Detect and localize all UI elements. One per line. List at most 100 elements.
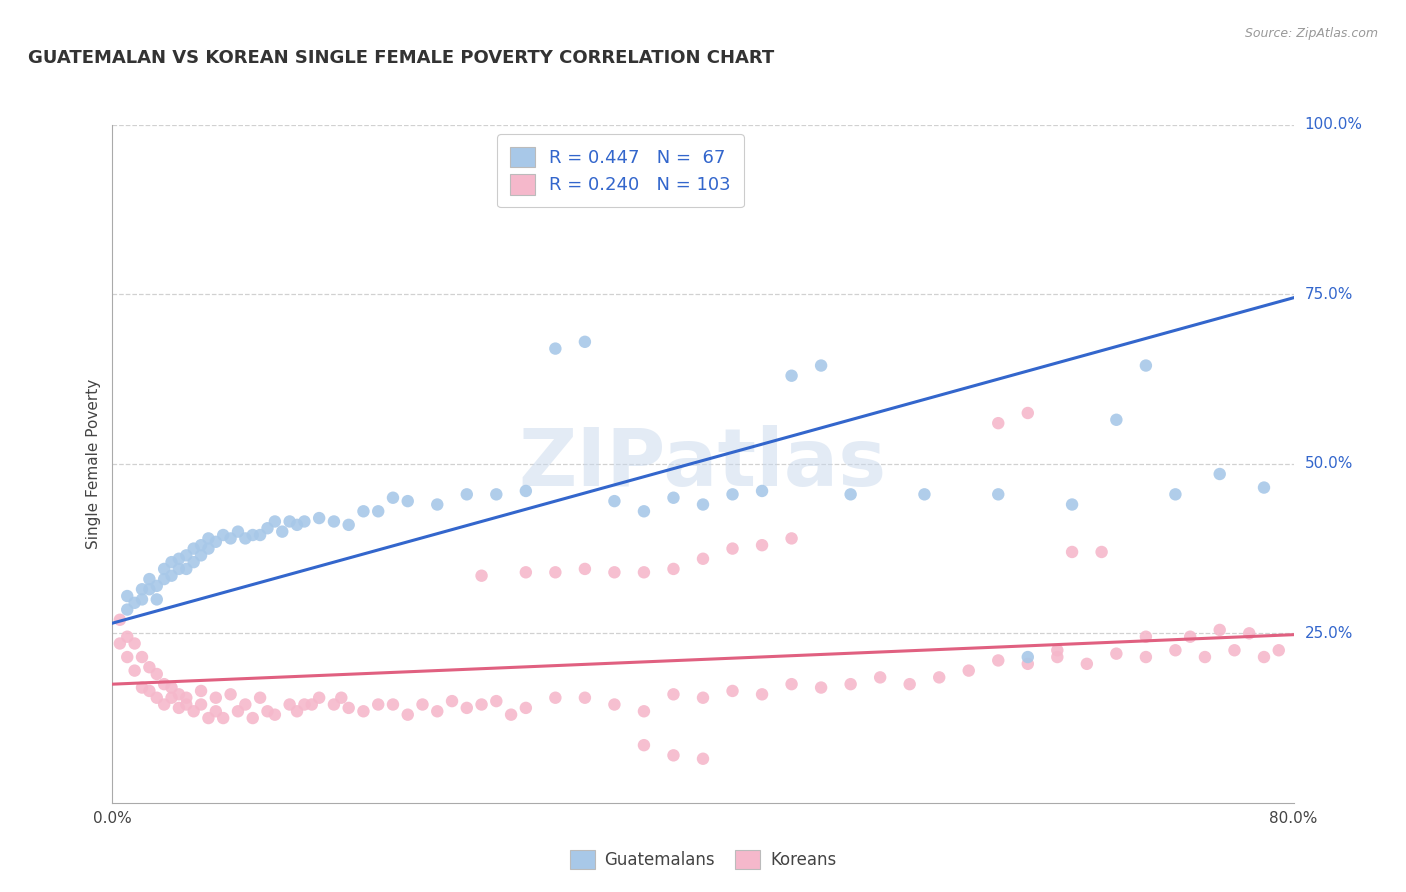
Point — [183, 704, 205, 718]
Point — [485, 487, 508, 501]
Point — [382, 698, 405, 712]
Point — [721, 684, 744, 698]
Point — [914, 487, 936, 501]
Text: 100.0%: 100.0% — [1305, 118, 1362, 132]
Point — [264, 707, 287, 722]
Point — [190, 684, 212, 698]
Point — [1046, 650, 1069, 665]
Point — [721, 487, 744, 501]
Point — [190, 538, 212, 552]
Y-axis label: Single Female Poverty: Single Female Poverty — [86, 379, 101, 549]
Point — [278, 515, 301, 529]
Point — [197, 541, 219, 556]
Point — [146, 579, 169, 593]
Point — [285, 517, 308, 532]
Point — [233, 532, 256, 546]
Point — [1135, 630, 1157, 644]
Point — [662, 748, 685, 763]
Point — [810, 359, 832, 373]
Text: ZIPatlas: ZIPatlas — [519, 425, 887, 503]
Point — [205, 690, 228, 705]
Point — [131, 681, 153, 695]
Point — [226, 704, 249, 718]
Point — [987, 653, 1010, 667]
Point — [485, 694, 508, 708]
Point — [839, 677, 862, 691]
Point — [662, 491, 685, 505]
Point — [633, 504, 655, 518]
Point — [337, 701, 360, 715]
Legend: Guatemalans, Koreans: Guatemalans, Koreans — [562, 843, 844, 876]
Point — [117, 650, 138, 665]
Text: 75.0%: 75.0% — [1305, 287, 1353, 301]
Point — [603, 698, 626, 712]
Point — [131, 592, 153, 607]
Point — [124, 596, 146, 610]
Point — [167, 701, 190, 715]
Point — [751, 687, 773, 701]
Point — [501, 707, 523, 722]
Point — [574, 690, 596, 705]
Point — [751, 483, 773, 498]
Point — [153, 572, 176, 586]
Point — [1208, 467, 1232, 481]
Point — [1017, 650, 1039, 665]
Point — [108, 636, 131, 650]
Point — [1178, 630, 1201, 644]
Point — [117, 630, 138, 644]
Point — [1105, 413, 1128, 427]
Point — [301, 698, 323, 712]
Point — [146, 592, 169, 607]
Point — [692, 551, 714, 566]
Point — [256, 704, 278, 718]
Point — [1062, 545, 1084, 559]
Point — [256, 521, 278, 535]
Point — [515, 483, 537, 498]
Point — [692, 498, 714, 512]
Point — [160, 681, 183, 695]
Point — [174, 698, 197, 712]
Point — [138, 660, 160, 674]
Point — [212, 711, 235, 725]
Point — [662, 562, 685, 576]
Point — [124, 636, 146, 650]
Point — [153, 698, 176, 712]
Point — [1253, 481, 1275, 495]
Point — [1164, 643, 1187, 657]
Point — [367, 698, 389, 712]
Point — [292, 698, 315, 712]
Text: Source: ZipAtlas.com: Source: ZipAtlas.com — [1244, 27, 1378, 40]
Point — [692, 752, 714, 766]
Point — [1105, 647, 1128, 661]
Point — [233, 698, 256, 712]
Point — [544, 690, 567, 705]
Point — [957, 664, 980, 678]
Point — [174, 549, 197, 563]
Point — [271, 524, 294, 539]
Point — [1208, 623, 1232, 637]
Point — [869, 670, 891, 684]
Text: 50.0%: 50.0% — [1305, 457, 1353, 471]
Point — [692, 690, 714, 705]
Point — [249, 528, 271, 542]
Point — [1046, 643, 1069, 657]
Point — [898, 677, 921, 691]
Point — [367, 504, 389, 518]
Point — [1076, 657, 1098, 671]
Point — [138, 684, 160, 698]
Point — [574, 334, 596, 349]
Point — [456, 487, 478, 501]
Point — [117, 602, 138, 616]
Point — [396, 494, 419, 508]
Point — [242, 711, 264, 725]
Point — [396, 707, 419, 722]
Point — [146, 690, 169, 705]
Point — [108, 613, 131, 627]
Point — [249, 690, 271, 705]
Point — [197, 532, 219, 546]
Point — [411, 698, 433, 712]
Point — [138, 582, 160, 597]
Point — [382, 491, 405, 505]
Point — [810, 681, 832, 695]
Point — [153, 562, 176, 576]
